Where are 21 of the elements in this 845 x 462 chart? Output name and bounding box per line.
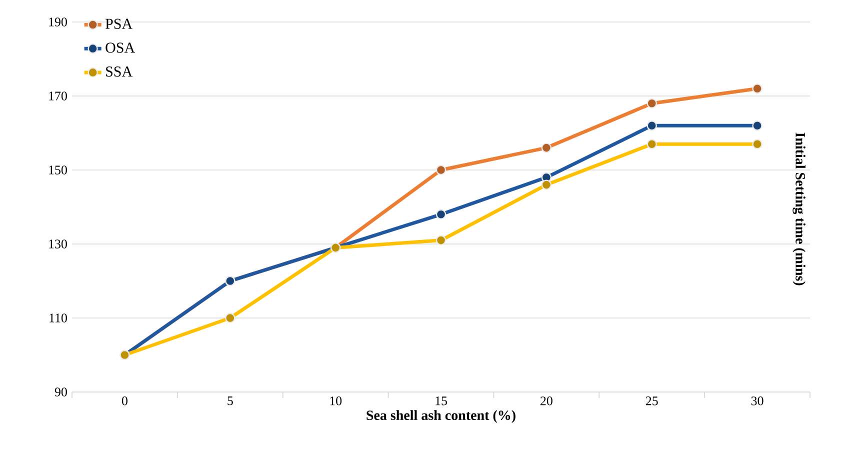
- point: [436, 209, 446, 220]
- legend-label: PSA: [106, 18, 132, 29]
- x-tick-label: 15: [436, 396, 447, 406]
- point: [752, 120, 762, 131]
- y-tick-label: 170: [49, 92, 67, 100]
- y-tick-label: 90: [54, 388, 67, 396]
- x-tick-label: 5: [228, 396, 233, 406]
- x-tick-label: 10: [330, 396, 342, 406]
- x-tick-label: 20: [540, 396, 552, 406]
- point: [646, 120, 657, 131]
- y-tick-label: 150: [49, 166, 67, 174]
- legend-label: OSA: [106, 42, 135, 53]
- x-tick-label: 30: [751, 396, 764, 406]
- y-tick-label: 190: [49, 18, 67, 26]
- y-axis-title: Initial Setting time (mins): [792, 132, 806, 286]
- y-tick-label: 130: [49, 240, 67, 248]
- x-axis-title: Sea shell ash content (%): [366, 410, 516, 423]
- y-tick-label: 110: [50, 314, 67, 322]
- x-tick-label: 25: [646, 396, 658, 406]
- x-tick-label: 0: [122, 396, 128, 406]
- legend-label: SSA: [106, 66, 132, 77]
